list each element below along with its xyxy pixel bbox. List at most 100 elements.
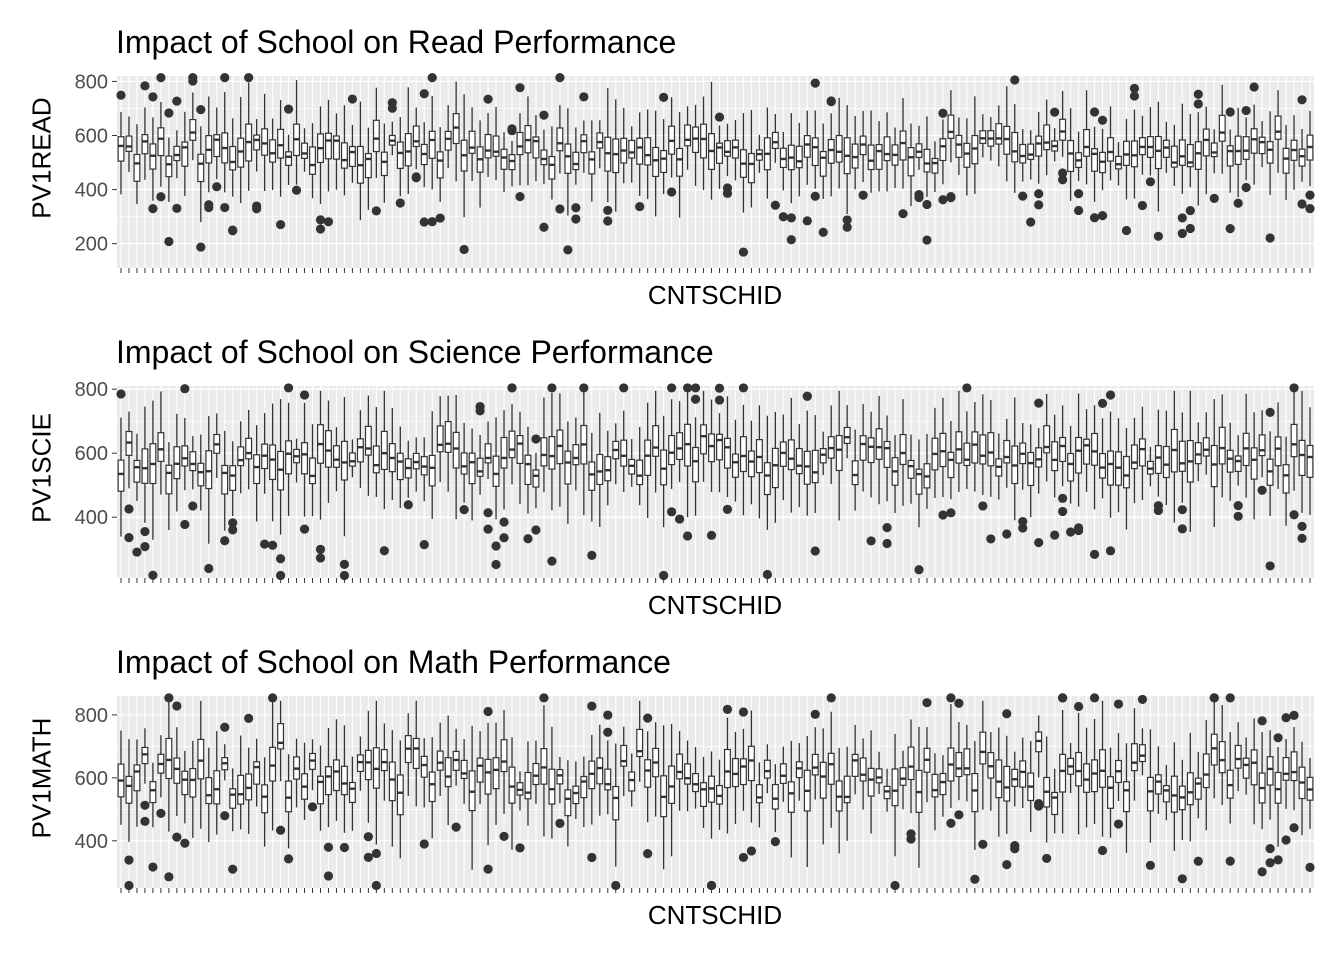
box <box>1242 136 1250 160</box>
box <box>1130 444 1138 470</box>
plot-area: 400 600 800 <box>75 693 1315 893</box>
outlier-point <box>1185 206 1195 216</box>
outlier-point <box>164 872 174 882</box>
boxplot <box>1083 409 1091 492</box>
boxplot <box>755 405 763 519</box>
boxplot <box>891 127 899 189</box>
boxplot <box>1162 121 1170 173</box>
boxplot <box>181 111 189 197</box>
boxplot <box>332 719 340 821</box>
boxplot <box>301 742 309 820</box>
box <box>556 127 564 152</box>
box <box>1075 751 1083 787</box>
boxplot <box>1130 708 1138 801</box>
boxplot <box>827 405 835 485</box>
outlier-point <box>587 852 597 863</box>
box <box>827 138 835 164</box>
box <box>1202 437 1210 457</box>
boxplot <box>946 420 956 518</box>
box <box>269 444 277 481</box>
boxplot <box>620 107 628 184</box>
boxplot <box>1185 113 1195 234</box>
boxplot <box>332 113 340 190</box>
box <box>867 437 875 464</box>
outlier-point <box>483 864 493 874</box>
box <box>572 444 580 466</box>
box <box>1274 436 1282 467</box>
boxplot <box>348 756 356 831</box>
boxplot <box>722 396 733 514</box>
y-tick-label: 600 <box>75 125 108 147</box>
outlier-point <box>1058 693 1068 703</box>
box <box>261 128 269 156</box>
boxplot <box>1154 746 1162 814</box>
outlier-point <box>818 227 828 237</box>
boxplot <box>531 434 541 535</box>
boxplot <box>779 746 787 802</box>
outlier-point <box>252 204 262 214</box>
boxplot <box>802 110 812 226</box>
box <box>1250 128 1258 154</box>
boxplot <box>555 756 565 828</box>
outlier-point <box>275 219 286 230</box>
boxplot <box>635 112 645 212</box>
boxplot <box>499 709 509 842</box>
boxplot <box>1107 747 1114 838</box>
boxplot <box>164 108 174 247</box>
box <box>484 758 492 795</box>
boxplot <box>1210 399 1218 527</box>
boxplot <box>261 757 269 847</box>
boxplot <box>116 90 126 195</box>
outlier-point <box>1034 798 1044 809</box>
boxplot <box>524 741 532 826</box>
outlier-point <box>1193 856 1203 866</box>
box <box>1234 455 1242 472</box>
box <box>189 451 197 472</box>
boxplot <box>1273 733 1283 865</box>
boxplot <box>667 97 677 197</box>
boxplot <box>1113 699 1124 829</box>
box <box>476 757 484 783</box>
boxplot <box>883 112 891 192</box>
boxplot <box>460 739 468 804</box>
outlier-point <box>172 203 182 213</box>
boxplot <box>1281 713 1291 845</box>
boxplot <box>403 440 413 510</box>
boxplot <box>722 123 733 198</box>
box <box>428 771 436 803</box>
boxplot <box>1162 410 1170 506</box>
outlier-point <box>1073 189 1084 199</box>
box <box>340 142 348 169</box>
outlier-point <box>922 199 932 210</box>
boxplot <box>1233 435 1243 521</box>
outlier-point <box>722 188 733 198</box>
outlier-point <box>156 192 166 202</box>
outlier-point <box>547 556 557 566</box>
boxplot <box>1043 99 1051 176</box>
boxplot <box>395 117 405 208</box>
box <box>125 775 133 804</box>
box <box>125 135 133 153</box>
outlier-point <box>722 704 733 714</box>
box <box>500 436 508 469</box>
chart-title: Impact of School on Math Performance <box>116 644 671 680</box>
outlier-point <box>1281 713 1291 723</box>
box <box>484 443 492 464</box>
outlier-point <box>1018 191 1028 201</box>
box <box>588 151 596 175</box>
boxplot <box>1058 693 1068 834</box>
box <box>612 785 620 821</box>
outlier-point <box>1297 199 1307 209</box>
outlier-point <box>1145 860 1156 870</box>
boxplot <box>1153 409 1163 516</box>
outlier-point <box>244 73 254 83</box>
box <box>907 147 915 177</box>
outlier-point <box>459 244 469 255</box>
box <box>444 757 452 788</box>
outlier-point <box>1241 182 1251 193</box>
outlier-point <box>1249 82 1259 92</box>
boxplot <box>962 383 972 490</box>
outlier-point <box>228 518 238 528</box>
outlier-point <box>1034 189 1044 199</box>
plot-area: 400 600 800 <box>75 379 1314 583</box>
